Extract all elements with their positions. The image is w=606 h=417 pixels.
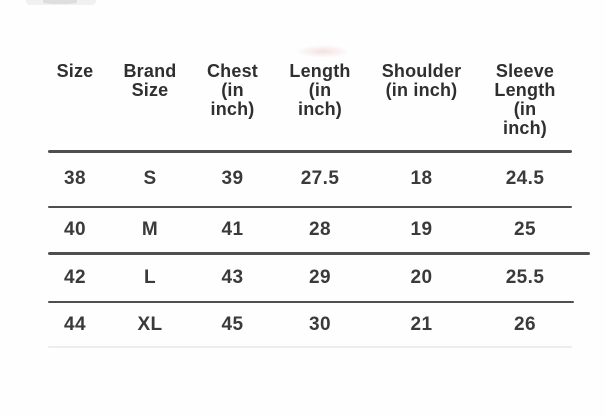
column-header-length: Length (in inch) [289,61,351,119]
cell-sleeve-length: 25.5 [505,267,545,288]
cell-shoulder: 21 [410,313,433,335]
table-rule-header [48,150,572,153]
table-header-row: Size Brand Size Chest (in inch) Length (… [40,62,572,150]
cell-length: 30 [309,313,331,335]
column-header-chest: Chest (in inch) [206,61,258,119]
cell-length: 27.5 [300,168,340,189]
cell-shoulder: 18 [410,168,433,189]
cropped-top-element-core [43,0,77,4]
cropped-top-element [26,0,96,5]
cell-shoulder: 20 [410,267,433,288]
cell-brand-size: M [141,219,159,240]
cell-length: 28 [309,219,331,240]
table-rule-1 [48,206,572,208]
cell-length: 29 [309,267,331,288]
cell-chest: 39 [221,168,244,189]
table-row: 44 XL 45 30 21 26 [40,303,572,346]
cell-sleeve-length: 26 [514,313,536,335]
cell-size: 44 [64,313,86,335]
column-header-shoulder: Shoulder (in inch) [381,61,462,100]
table-rule-bottom-faint [48,346,572,348]
table-row: 38 S 39 27.5 18 24.5 [40,151,572,207]
table-rule-2 [48,252,590,255]
column-header-size: Size [56,61,94,81]
cell-chest: 41 [221,219,244,240]
cell-chest: 43 [221,267,244,288]
cell-size: 42 [64,267,86,288]
cell-sleeve-length: 24.5 [505,168,545,189]
column-header-sleeve-length: Sleeve Length (in inch) [494,61,556,138]
image-artifact-smudge [296,45,350,58]
cell-brand-size: S [143,168,157,189]
column-header-brand-size: Brand Size [123,61,177,100]
table-rule-3 [48,301,574,303]
cell-brand-size: L [143,267,156,288]
cell-size: 40 [64,219,86,240]
cell-chest: 45 [221,313,244,335]
cell-sleeve-length: 25 [514,219,536,240]
table-row: 42 L 43 29 20 25.5 [40,255,572,301]
table-row: 40 M 41 28 19 25 [40,208,572,252]
cell-shoulder: 19 [410,219,433,240]
cell-size: 38 [64,168,86,189]
cell-brand-size: XL [137,313,163,335]
